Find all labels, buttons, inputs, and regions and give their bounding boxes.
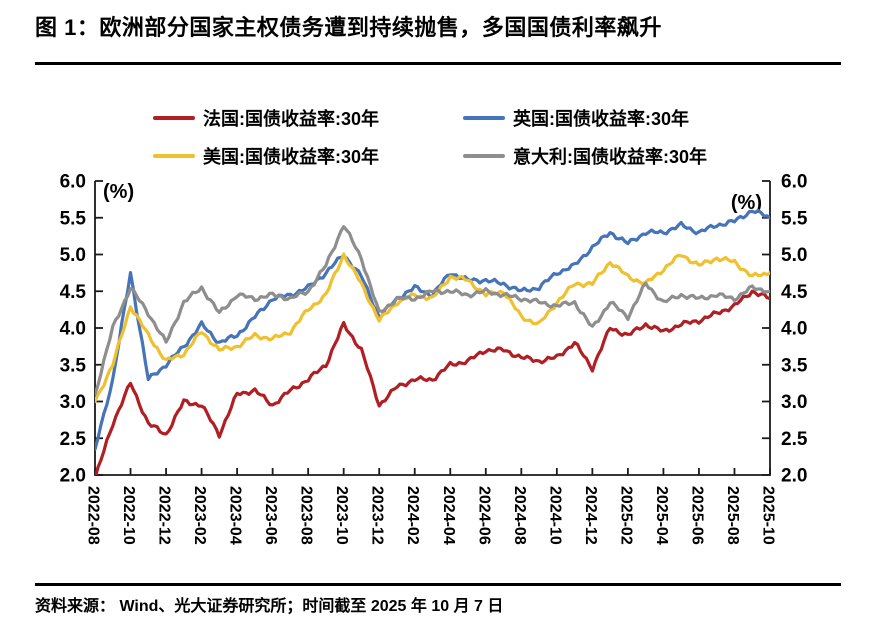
legend-item-italy: 意大利:国债收益率:30年 xyxy=(463,143,707,169)
x-axis-label: 2023-02 xyxy=(191,486,208,545)
legend-label-italy: 意大利:国债收益率:30年 xyxy=(513,147,708,167)
x-axis-label: 2024-04 xyxy=(440,486,457,545)
title-divider xyxy=(35,62,841,65)
unit-label-right: (%) xyxy=(731,192,762,214)
chart-legend: 法国:国债收益率:30年 英国:国债收益率:30年 美国:国债收益率:30年 意… xyxy=(153,105,707,169)
y-axis-label-right: 5.5 xyxy=(781,208,808,229)
y-axis-label-left: 5.0 xyxy=(60,245,86,266)
y-axis-label-left: 3.0 xyxy=(60,392,86,413)
unit-label-left: (%) xyxy=(103,181,134,203)
x-axis-label: 2025-06 xyxy=(688,486,705,545)
series-line-0 xyxy=(95,289,770,475)
legend-item-uk: 英国:国债收益率:30年 xyxy=(463,105,707,131)
y-axis-label-right: 6.0 xyxy=(781,172,807,193)
y-axis-label-right: 2.0 xyxy=(781,466,807,487)
x-axis-label: 2024-08 xyxy=(511,486,528,545)
y-axis-label-right: 3.0 xyxy=(781,392,807,413)
series-line-3 xyxy=(95,225,770,396)
x-axis-label: 2024-12 xyxy=(582,486,599,545)
x-axis-label: 2023-12 xyxy=(369,486,386,545)
y-axis-label-left: 6.0 xyxy=(60,172,86,193)
y-axis-label-right: 4.0 xyxy=(781,319,807,340)
x-axis-label: 2022-10 xyxy=(120,486,137,545)
x-axis-label: 2023-10 xyxy=(333,486,350,545)
y-axis-label-right: 3.5 xyxy=(781,355,808,376)
x-axis-label: 2023-04 xyxy=(227,486,244,545)
x-axis-label: 2022-08 xyxy=(85,486,102,545)
source-note: 资料来源： Wind、光大证券研究所；时间截至 2025 年 10 月 7 日 xyxy=(35,598,504,615)
us-line-swatch xyxy=(153,154,195,158)
y-axis-label-left: 4.5 xyxy=(60,282,87,303)
x-axis-label: 2024-06 xyxy=(475,486,492,545)
legend-item-us: 美国:国债收益率:30年 xyxy=(153,143,463,169)
x-axis-label: 2024-02 xyxy=(404,486,421,545)
y-axis-label-left: 3.5 xyxy=(60,355,87,376)
uk-line-swatch xyxy=(463,116,505,120)
x-axis-label: 2025-10 xyxy=(760,486,777,545)
source-divider xyxy=(35,583,841,586)
y-axis-label-right: 4.5 xyxy=(781,282,808,303)
x-axis-label: 2025-08 xyxy=(724,486,741,545)
series-lines xyxy=(95,208,770,475)
x-axis-label: 2023-06 xyxy=(262,486,279,545)
y-axis-label-left: 2.5 xyxy=(60,429,87,450)
y-axis-label-right: 2.5 xyxy=(781,429,808,450)
y-axis-label-left: 5.5 xyxy=(60,208,87,229)
italy-line-swatch xyxy=(463,154,505,158)
x-axis-label: 2022-12 xyxy=(156,486,173,545)
series-line-2 xyxy=(95,252,770,404)
france-line-swatch xyxy=(153,116,195,120)
axes: 6.0 6.0 5.5 5.5 5.0 5.0 4.5 4.5 4.0 4.0 3.5 3.5 3.0 3… xyxy=(60,172,808,545)
x-axis-label: 2025-02 xyxy=(617,486,634,545)
legend-item-france: 法国:国债收益率:30年 xyxy=(153,105,463,131)
figure-title: 图 1：欧洲部分国家主权债务遭到持续抛售，多国国债利率飙升 xyxy=(35,15,662,40)
x-axis-label: 2023-08 xyxy=(298,486,315,545)
legend-label-uk: 英国:国债收益率:30年 xyxy=(513,109,690,129)
y-axis-label-left: 2.0 xyxy=(60,466,86,487)
x-axis-label: 2024-10 xyxy=(546,486,563,545)
legend-label-france: 法国:国债收益率:30年 xyxy=(203,109,380,129)
y-axis-label-right: 5.0 xyxy=(781,245,807,266)
y-axis-label-left: 4.0 xyxy=(60,319,86,340)
legend-label-us: 美国:国债收益率:30年 xyxy=(203,147,380,167)
x-axis-label: 2025-04 xyxy=(653,486,670,545)
